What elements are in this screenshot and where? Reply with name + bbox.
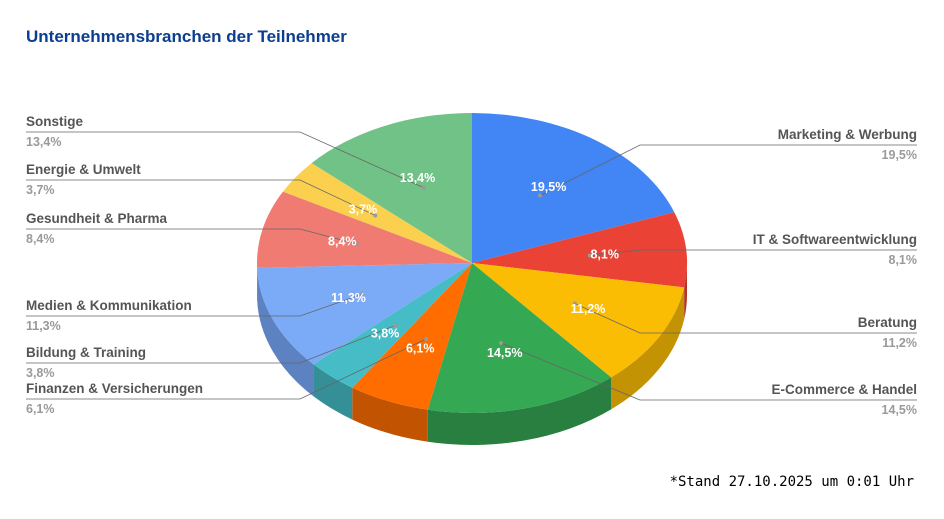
pie-slice-sonstige [311,113,472,263]
label-value-energie-and-umwelt: 3,7% [26,183,55,197]
label-bildung-and-training: Bildung & Training [26,345,146,360]
leader-dot [354,241,359,246]
pie-side-finanzen-and-versicherungen [352,387,428,442]
pie-slice-bildung-and-training [313,263,472,388]
leader-line [26,338,427,400]
label-finanzen-and-versicherungen: Finanzen & Versicherungen [26,381,203,396]
chart-title: Unternehmensbranchen der Teilnehmer [26,27,347,46]
pie-labels: 19,5% 8,1% 11,2% 14,5% 6,1% 3,8% 11,3% 8,4% 3,7%… [26,114,917,417]
slice-value-label: 19,5% [531,180,566,194]
pie-slice-e-commerce-and-handel [427,263,612,413]
slice-value-label: 6,1% [406,342,435,356]
pie-side-bildung-and-training [313,364,353,420]
label-value-bildung-and-training: 3,8% [26,366,55,380]
label-e-commerce-and-handel: E-Commerce & Handel [771,382,917,397]
label-value-gesundheit-and-pharma: 8,4% [26,232,55,246]
label-value-e-commerce-and-handel: 14,5% [882,403,917,417]
pie-sides [257,263,687,445]
label-beratung: Beratung [858,315,917,330]
pie-leader-lines [26,131,917,401]
pie-side-medien-and-kommunikation [257,267,314,397]
leader-line [539,144,917,196]
pie-slice-marketing-and-werbung [472,113,675,263]
slice-value-label: 11,3% [331,291,366,305]
slice-value-label: 3,8% [371,327,400,341]
label-value-marketing-and-werbung: 19,5% [882,148,917,162]
leader-line [589,249,917,256]
pie-slice-gesundheit-and-pharma [257,191,472,268]
leader-line [26,325,396,364]
slice-value-label: 14,5% [487,346,522,360]
leader-dot [537,193,542,198]
pie-slice-finanzen-and-versicherungen [352,263,472,410]
label-energie-and-umwelt: Energie & Umwelt [26,162,141,177]
label-value-beratung: 11,2% [882,336,917,350]
leader-dot [499,340,504,345]
slice-value-label: 8,1% [590,248,619,262]
pie-slice-it-and-softwareentwicklung [472,212,687,288]
label-sonstige: Sonstige [26,114,83,129]
leader-line [574,303,917,334]
leader-line [26,131,424,189]
pie-slice-beratung [472,263,685,378]
leader-line [500,342,917,401]
leader-dot [572,301,577,306]
pie-side-it-and-softwareentwicklung [684,263,687,320]
pie-side-beratung [611,287,685,410]
label-value-medien-and-kommunikation: 11,3% [26,319,61,333]
pie-slice-medien-and-kommunikation [257,263,472,365]
leader-dot [424,337,429,342]
slice-value-label: 13,4% [400,171,435,185]
leader-line [26,228,358,245]
pie-tops [257,113,687,413]
pie-slice-energie-and-umwelt [282,163,472,263]
slice-value-label: 11,2% [571,302,606,316]
label-medien-and-kommunikation: Medien & Kommunikation [26,298,192,313]
leader-line [26,179,376,216]
leader-dot [392,323,397,328]
label-marketing-and-werbung: Marketing & Werbung [778,127,917,142]
leader-line [26,293,363,317]
label-it-and-softwareentwicklung: IT & Softwareentwicklung [753,232,917,247]
leader-dot [360,292,365,297]
label-gesundheit-and-pharma: Gesundheit & Pharma [26,211,168,226]
footnote: *Stand 27.10.2025 um 0:01 Uhr [669,474,914,490]
label-value-finanzen-and-versicherungen: 6,1% [26,402,55,416]
slice-value-label: 8,4% [328,235,357,249]
slice-value-label: 3,7% [349,203,378,217]
label-value-sonstige: 13,4% [26,135,61,149]
label-value-it-and-softwareentwicklung: 8,1% [889,253,918,267]
leader-dot [587,253,592,258]
leader-dot [421,185,426,190]
pie-side-e-commerce-and-handel [427,377,612,445]
leader-dot [373,213,378,218]
